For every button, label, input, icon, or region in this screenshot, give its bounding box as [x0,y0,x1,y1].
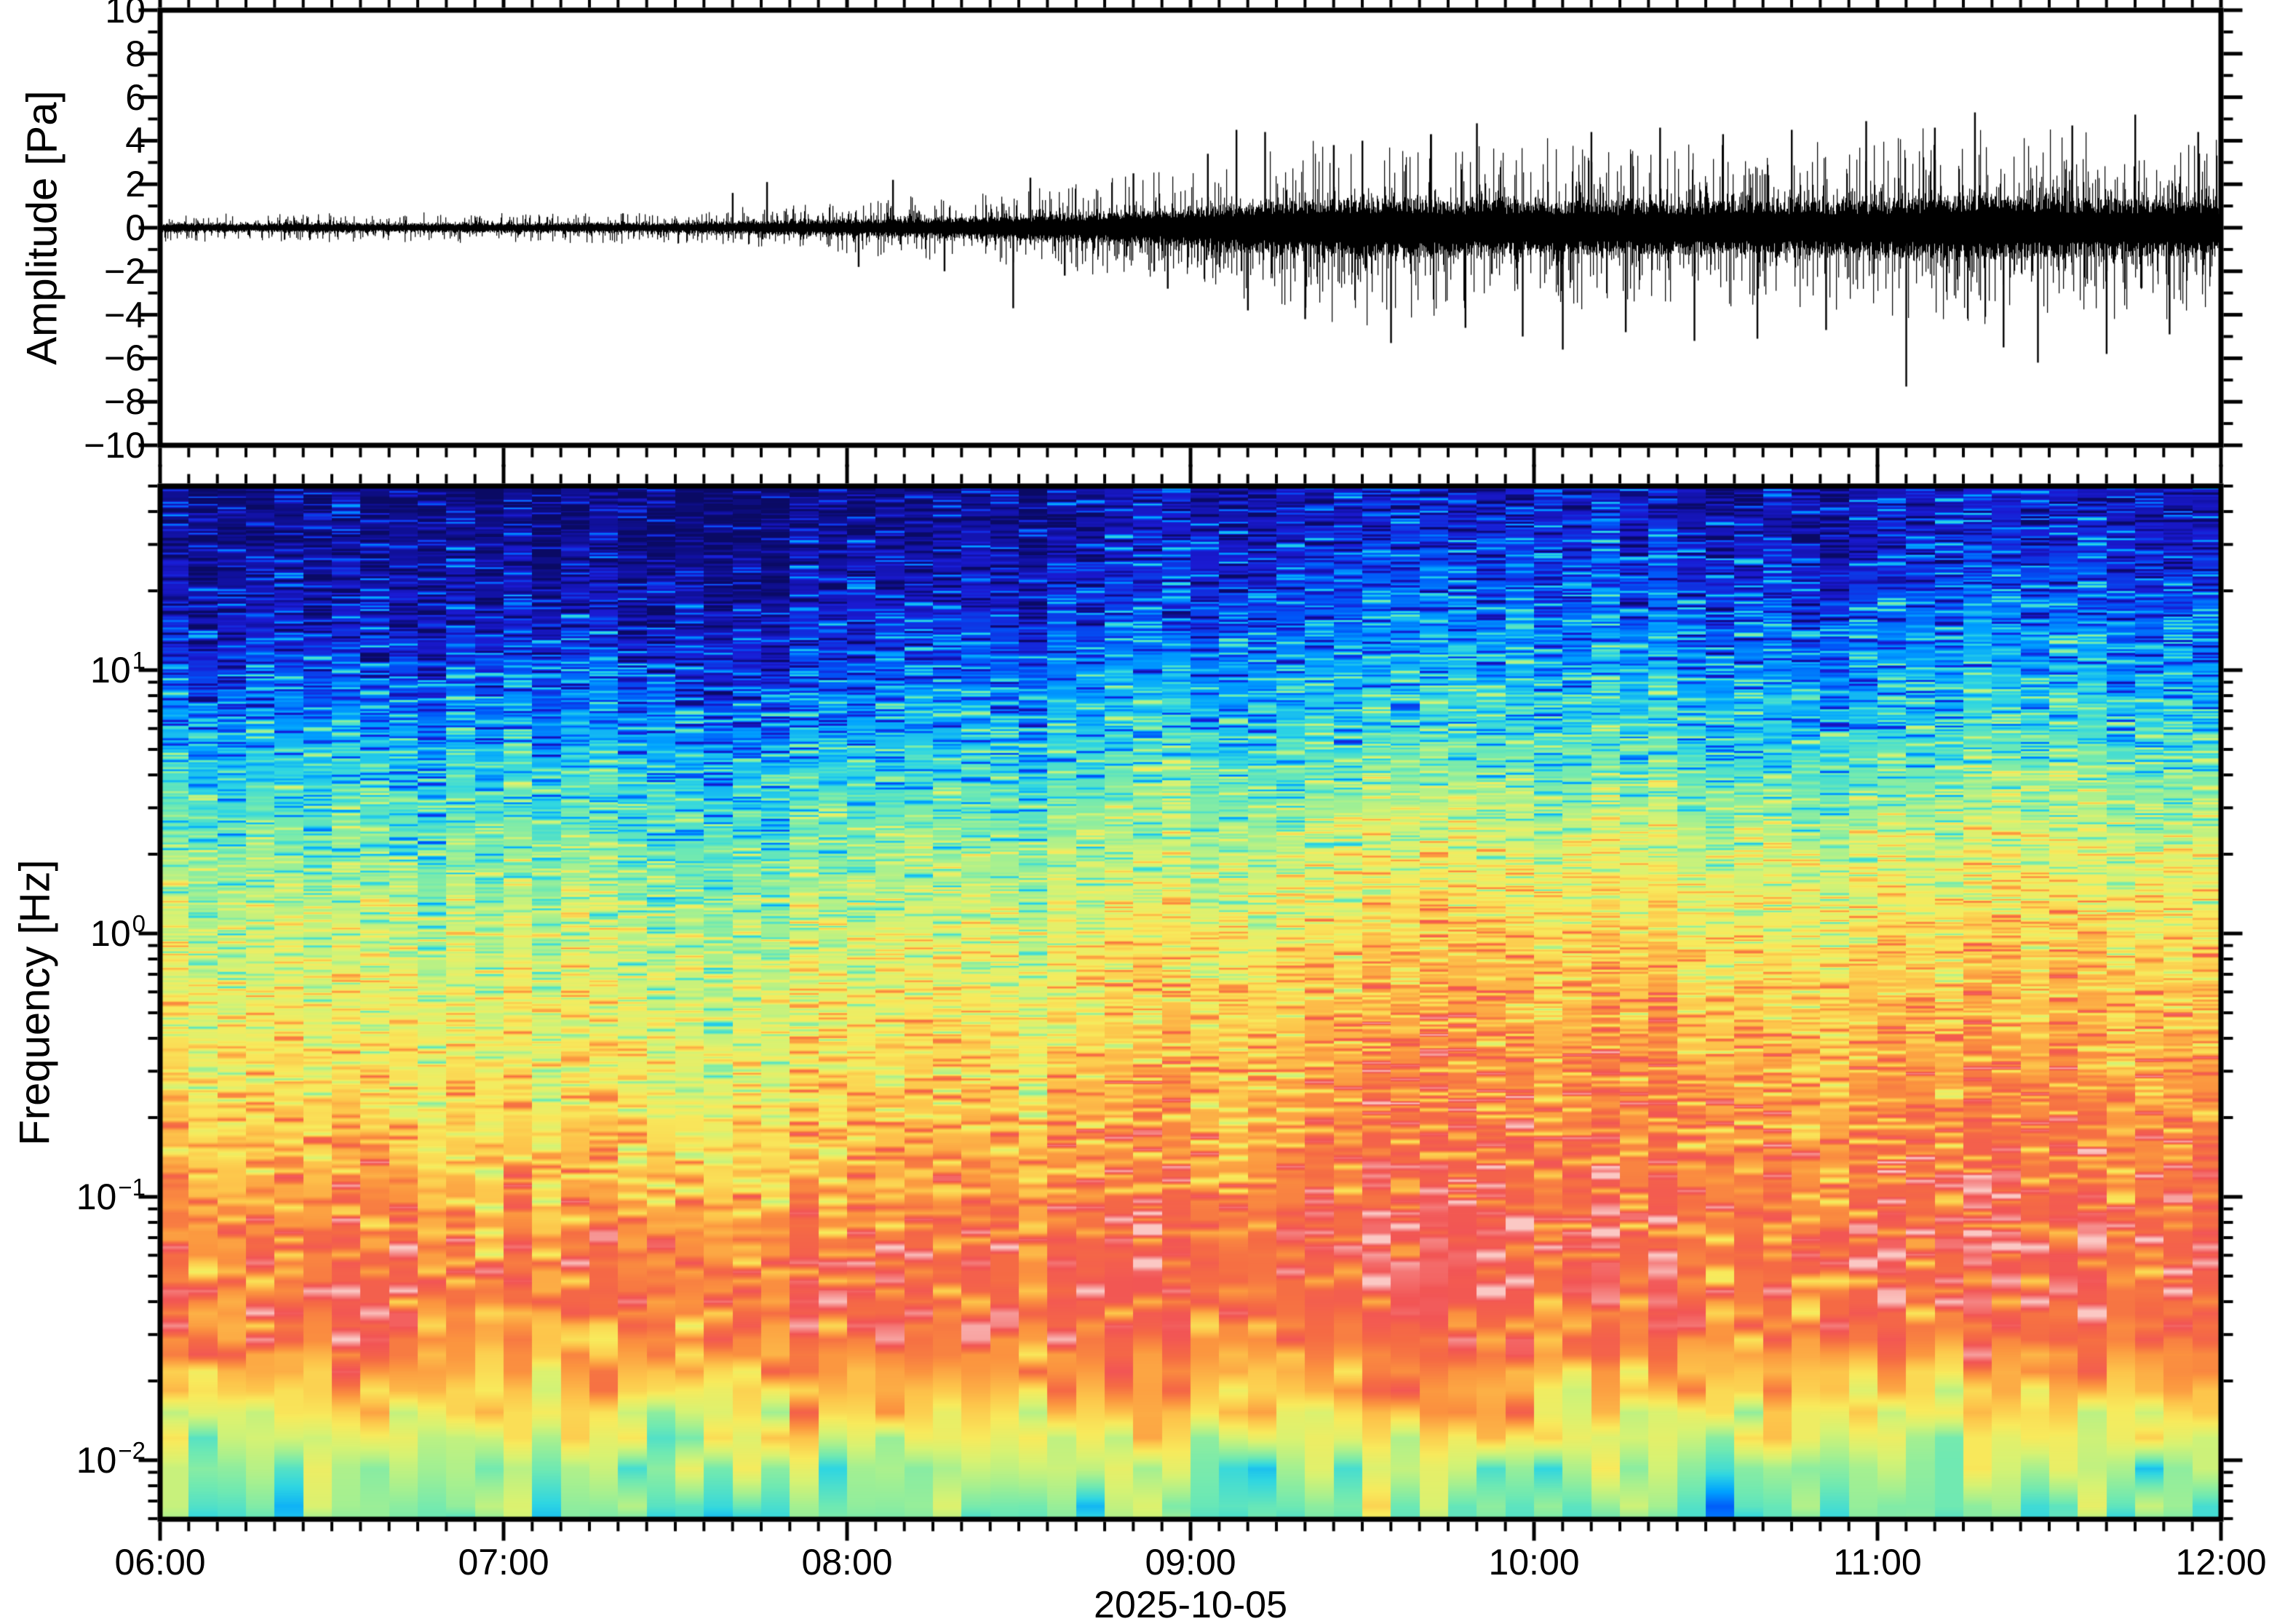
freq-tick-exponent: 1 [132,646,146,674]
freq-tick-base: 10 [90,650,131,690]
amp-tick-label: 8 [125,33,146,74]
amp-tick-label: 2 [125,164,146,204]
amp-tick-label: 4 [125,120,146,161]
time-tick-label: 10:00 [1488,1542,1580,1583]
freq-tick-label: 10 1 [0,644,146,696]
amp-tick-label: 0 [125,207,146,248]
freq-tick-base: 10 [90,913,131,954]
freq-tick-exponent: −2 [118,1436,146,1464]
freq-tick-label: 10 −1 [0,1171,146,1223]
time-tick-label: 07:00 [458,1542,549,1583]
amp-tick-label: −2 [103,251,146,292]
amp-tick-label: 10 [105,0,146,31]
spectrogram-y-axis-title: Frequency [Hz] [11,859,59,1146]
date-label: 2025-10-05 [1094,1584,1287,1624]
amp-tick-label: −6 [103,338,146,378]
freq-tick-exponent: −1 [118,1173,146,1201]
time-tick-label: 11:00 [1833,1542,1922,1583]
time-tick-label: 12:00 [2175,1542,2267,1583]
freq-tick-base: 10 [76,1440,117,1481]
amp-tick-label: −4 [103,295,146,335]
amp-tick-label: −10 [84,425,146,466]
freq-tick-exponent: 0 [132,909,146,937]
waveform-y-axis-title: Amplitude [Pa] [18,90,66,365]
freq-tick-label: 10 0 [0,907,146,960]
amp-tick-label: 6 [125,77,146,118]
freq-tick-base: 10 [76,1177,117,1217]
amp-tick-label: −8 [103,381,146,422]
freq-tick-label: 10 −2 [0,1434,146,1486]
time-tick-label: 06:00 [114,1542,206,1583]
time-tick-label: 08:00 [801,1542,893,1583]
time-tick-label: 09:00 [1145,1542,1236,1583]
